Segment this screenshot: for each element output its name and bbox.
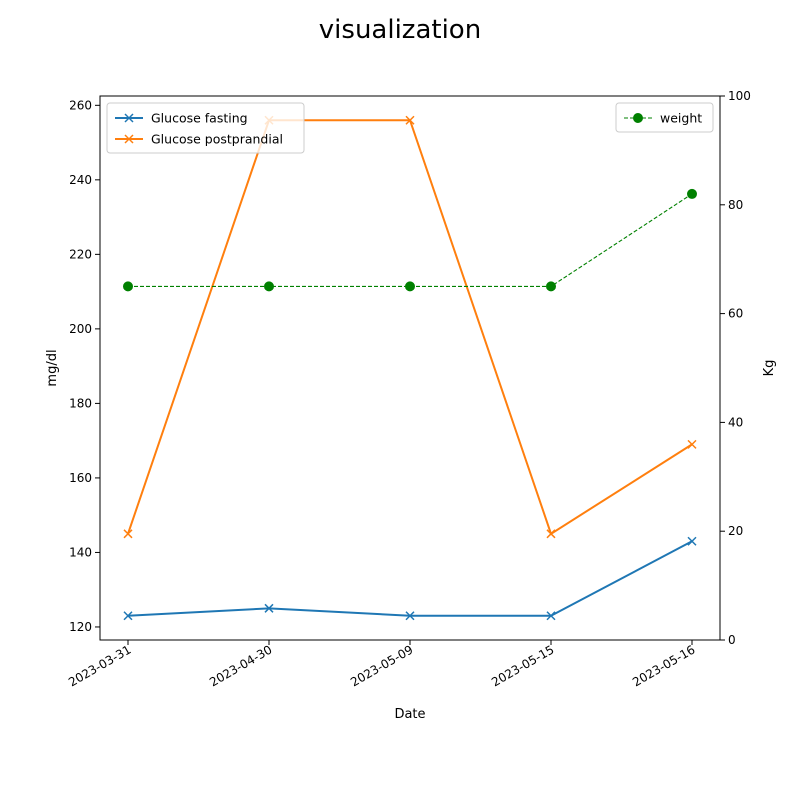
data-point (546, 611, 556, 621)
legend-box (106, 102, 305, 154)
legend-right: weight (615, 102, 714, 133)
legend-entry: Glucose postprandial (115, 132, 283, 147)
data-point (123, 529, 133, 539)
data-point (687, 536, 697, 546)
right-y-tick-label: 40 (728, 415, 743, 429)
left-y-axis: 120 140 160 180 200 220 240 260 (69, 98, 100, 634)
legend-marker (124, 113, 134, 123)
legend-label: Glucose fasting (151, 111, 248, 126)
right-y-tick-label: 0 (728, 633, 736, 647)
x-axis-label: Date (394, 707, 425, 722)
series-0 (123, 536, 697, 621)
left-y-tick-label: 240 (69, 173, 92, 187)
data-point (264, 281, 274, 292)
data-point (123, 281, 133, 292)
data-point (264, 603, 274, 613)
legend-marker (124, 134, 134, 144)
left-y-tick-label: 120 (69, 620, 92, 634)
legend-box (615, 102, 714, 133)
left-y-tick-label: 140 (69, 545, 92, 559)
legend-entry: weight (624, 111, 702, 126)
data-point (405, 115, 415, 125)
right-y-axis: 0 20 40 60 80 100 (720, 89, 751, 647)
data-point (546, 281, 556, 292)
legend-left: Glucose fasting Glucose postprandial (106, 102, 305, 154)
data-point (405, 611, 415, 621)
right-y-tick-label: 20 (728, 524, 743, 538)
legend-entry: Glucose fasting (115, 111, 248, 126)
left-y-tick-label: 260 (69, 98, 92, 112)
series-layer (123, 115, 697, 621)
data-point (687, 439, 697, 449)
right-y-axis-label: Kg (762, 360, 777, 377)
data-point (546, 529, 556, 539)
legend-label: weight (660, 111, 702, 126)
legend-marker (633, 113, 643, 123)
chart-title: visualization (319, 15, 481, 45)
legend-label: Glucose postprandial (151, 132, 283, 147)
data-point (405, 281, 415, 292)
left-y-tick-label: 180 (69, 396, 92, 410)
left-y-tick-label: 200 (69, 322, 92, 336)
data-point (687, 188, 697, 199)
right-y-tick-label: 60 (728, 307, 743, 321)
left-y-tick-label: 220 (69, 247, 92, 261)
series-2 (123, 188, 697, 292)
left-y-tick-label: 160 (69, 471, 92, 485)
right-y-tick-label: 100 (728, 89, 751, 103)
data-point (123, 611, 133, 621)
right-y-tick-label: 80 (728, 198, 743, 212)
left-y-axis-label: mg/dl (45, 349, 60, 386)
